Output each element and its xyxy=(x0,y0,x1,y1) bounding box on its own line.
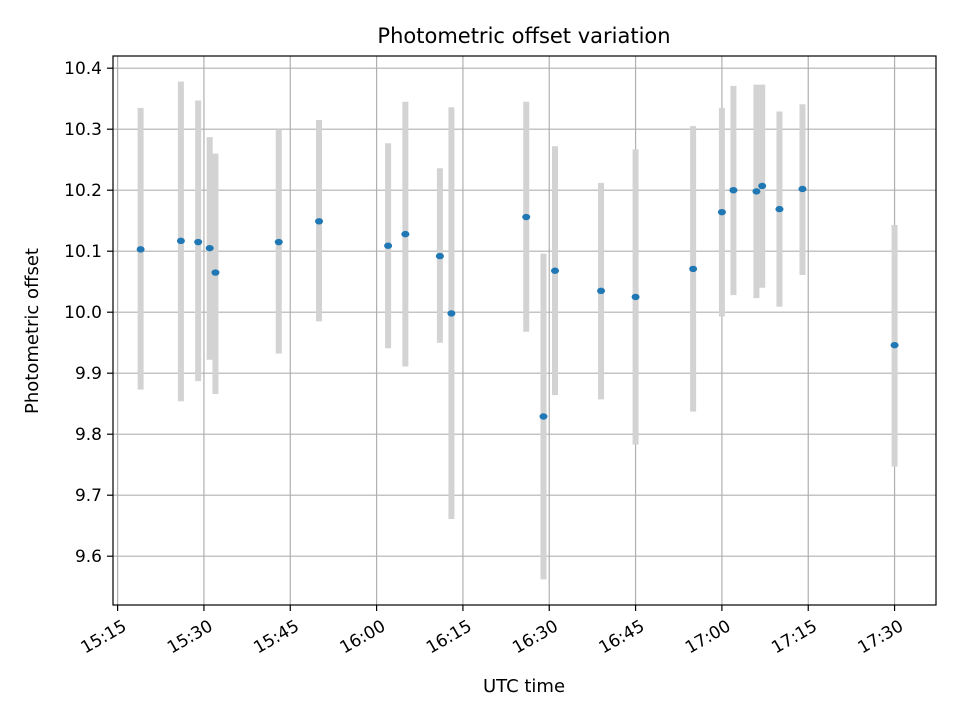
data-point xyxy=(798,185,807,193)
data-point xyxy=(401,230,410,238)
plot-frame xyxy=(112,55,937,606)
data-point xyxy=(211,269,220,276)
data-point xyxy=(717,208,726,216)
data-point xyxy=(194,238,203,246)
data-point xyxy=(689,265,698,273)
data-point xyxy=(136,246,145,253)
data-point xyxy=(384,242,393,249)
data-point xyxy=(752,188,761,195)
data-point xyxy=(176,237,185,245)
data-point xyxy=(315,218,324,225)
y-tick-label: 9.6 xyxy=(75,547,102,567)
y-tick-label: 10.2 xyxy=(64,181,102,201)
data-point xyxy=(631,293,640,301)
y-tick-label: 10.1 xyxy=(64,242,102,262)
data-point xyxy=(775,205,784,213)
y-tick-label: 9.9 xyxy=(75,364,102,384)
data-point xyxy=(597,287,606,295)
y-tick-label: 9.8 xyxy=(75,425,102,445)
y-tick-label: 9.7 xyxy=(75,486,102,506)
data-point xyxy=(522,213,531,221)
x-axis-label: UTC time xyxy=(483,676,565,697)
data-point xyxy=(447,310,456,317)
y-tick-label: 10.4 xyxy=(64,59,102,79)
point-layer xyxy=(136,182,899,420)
data-point xyxy=(551,267,560,274)
data-point xyxy=(205,244,214,252)
chart-title: Photometric offset variation xyxy=(377,24,670,48)
y-axis-label: Photometric offset xyxy=(22,248,43,414)
y-tick-label: 10.0 xyxy=(64,303,102,323)
data-point xyxy=(539,413,548,420)
data-point xyxy=(890,341,899,349)
y-tick-label: 10.3 xyxy=(64,120,102,140)
data-point xyxy=(729,187,738,194)
data-point xyxy=(758,182,767,190)
data-point xyxy=(435,252,444,260)
data-point xyxy=(274,238,283,246)
